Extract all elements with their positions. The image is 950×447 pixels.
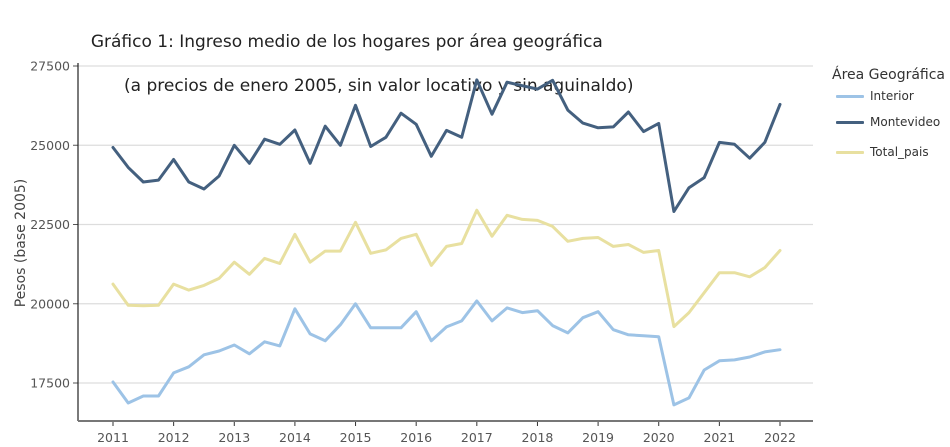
y-axis-label: Pesos (base 2005) <box>13 179 29 308</box>
x-tick-label: 2021 <box>703 430 735 445</box>
x-tick-label: 2016 <box>400 430 432 445</box>
chart-title-line1: Gráfico 1: Ingreso medio de los hogares … <box>90 32 603 52</box>
y-tick-label: 20000 <box>30 296 70 311</box>
series-line-montevideo <box>111 78 782 213</box>
x-tick-label: 2017 <box>461 430 493 445</box>
legend-label: Interior <box>870 89 914 103</box>
legend-item-total_pais[interactable]: Total_pais <box>832 137 945 167</box>
legend-swatch <box>836 150 864 154</box>
y-tick-label: 25000 <box>30 138 70 153</box>
x-tick-label: 2012 <box>158 430 190 445</box>
y-tick-label: 27500 <box>30 59 70 74</box>
x-tick-label: 2019 <box>582 430 614 445</box>
legend-label: Montevideo <box>870 115 941 129</box>
series-line-interior <box>111 299 782 407</box>
legend-swatch <box>836 120 864 124</box>
x-tick-label: 2013 <box>218 430 250 445</box>
legend-label: Total_pais <box>870 145 929 159</box>
series-line-total_pais <box>111 208 782 329</box>
legend-swatch <box>836 94 864 98</box>
legend-item-montevideo[interactable]: Montevideo <box>832 107 945 137</box>
y-tick-label: 22500 <box>30 217 70 232</box>
chart-title: Gráfico 1: Ingreso medio de los hogares … <box>80 9 634 119</box>
x-tick-label: 2020 <box>643 430 675 445</box>
gridlines <box>78 65 813 384</box>
legend-item-interior[interactable]: Interior <box>832 85 945 107</box>
y-tick-label: 17500 <box>30 376 70 391</box>
x-tick-label: 2014 <box>279 430 311 445</box>
legend: Área Geográfica Interior Montevideo Total_… <box>832 67 945 167</box>
x-tick-label: 2015 <box>340 430 372 445</box>
x-axis-ticks: 2011 2012 2013 2014 2015 2016 2017 2018 2019 2020… <box>97 421 796 445</box>
series-lines <box>111 78 782 407</box>
x-tick-label: 2011 <box>97 430 129 445</box>
x-tick-label: 2018 <box>522 430 554 445</box>
y-axis-ticks: 17500 20000 22500 25000 27500 <box>30 59 78 391</box>
legend-title: Área Geográfica <box>832 67 946 83</box>
x-tick-label: 2022 <box>764 430 796 445</box>
